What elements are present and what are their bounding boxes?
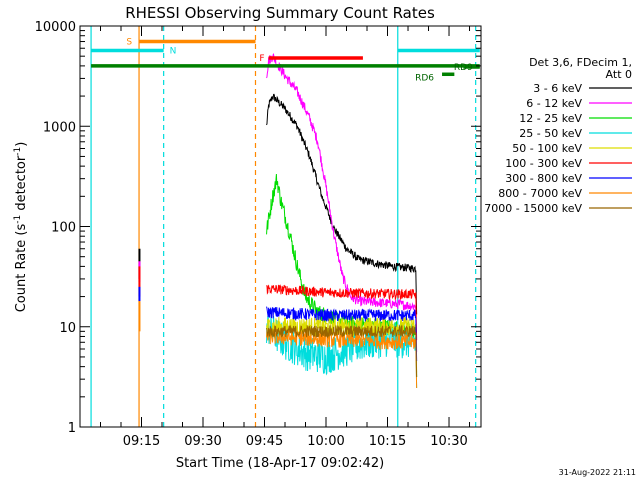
flag-label: N xyxy=(170,46,177,56)
flag-label: RD9 xyxy=(454,63,473,73)
series-line-2 xyxy=(266,53,418,352)
legend-header: Att 0 xyxy=(606,68,632,81)
y-axis-label: Count Rate (s-1 detector-1) xyxy=(13,142,29,313)
series-line-9 xyxy=(266,324,418,378)
legend-label: 7000 - 15000 keV xyxy=(484,202,582,215)
y-tick-label: 10000 xyxy=(35,20,76,35)
legend-label: 6 - 12 keV xyxy=(526,97,582,110)
legend-label: 100 - 300 keV xyxy=(505,157,582,170)
flag-label: S xyxy=(126,38,132,48)
chart-title: RHESSI Observing Summary Count Rates xyxy=(125,4,435,22)
y-tick-label: 10 xyxy=(59,321,76,336)
flag-label: RD6 xyxy=(415,73,434,83)
legend: Det 3,6, FDecim 1,Att 0 3 - 6 keV 6 - 12 k… xyxy=(484,56,632,215)
x-tick-label: 10:30 xyxy=(430,434,467,449)
y-tick-label: 1 xyxy=(68,421,76,436)
legend-label: 25 - 50 keV xyxy=(519,127,582,140)
y-axis-label-text: Count Rate (s-1 detector-1) xyxy=(13,142,29,313)
series-line-7 xyxy=(266,306,418,362)
series-line-6 xyxy=(266,284,418,341)
legend-header: Det 3,6, FDecim 1, xyxy=(529,56,632,69)
x-tick-label: 10:00 xyxy=(307,434,344,449)
plot-timestamp: 31-Aug-2022 21:11 xyxy=(559,468,636,477)
legend-label: 300 - 800 keV xyxy=(505,172,582,185)
axes: 1 10 100 1000 10000 09:15 09:30 09:45 10:00 10:15… xyxy=(35,20,481,449)
y-tick-label: 100 xyxy=(51,221,76,236)
legend-label: 50 - 100 keV xyxy=(512,142,582,155)
flag-label: F xyxy=(259,54,264,64)
x-axis-label: Start Time (18-Apr-17 09:02:42) xyxy=(176,456,384,471)
x-tick-label: 09:30 xyxy=(184,434,221,449)
legend-label: 800 - 7000 keV xyxy=(498,187,582,200)
series-line-1 xyxy=(266,93,418,315)
series-line-8 xyxy=(266,328,418,388)
x-tick-label: 09:45 xyxy=(246,434,283,449)
x-tick-label: 09:15 xyxy=(123,434,160,449)
legend-label: 3 - 6 keV xyxy=(533,82,582,95)
x-tick-label: 10:15 xyxy=(369,434,406,449)
y-tick-label: 1000 xyxy=(43,120,76,135)
legend-label: 12 - 25 keV xyxy=(519,112,582,125)
